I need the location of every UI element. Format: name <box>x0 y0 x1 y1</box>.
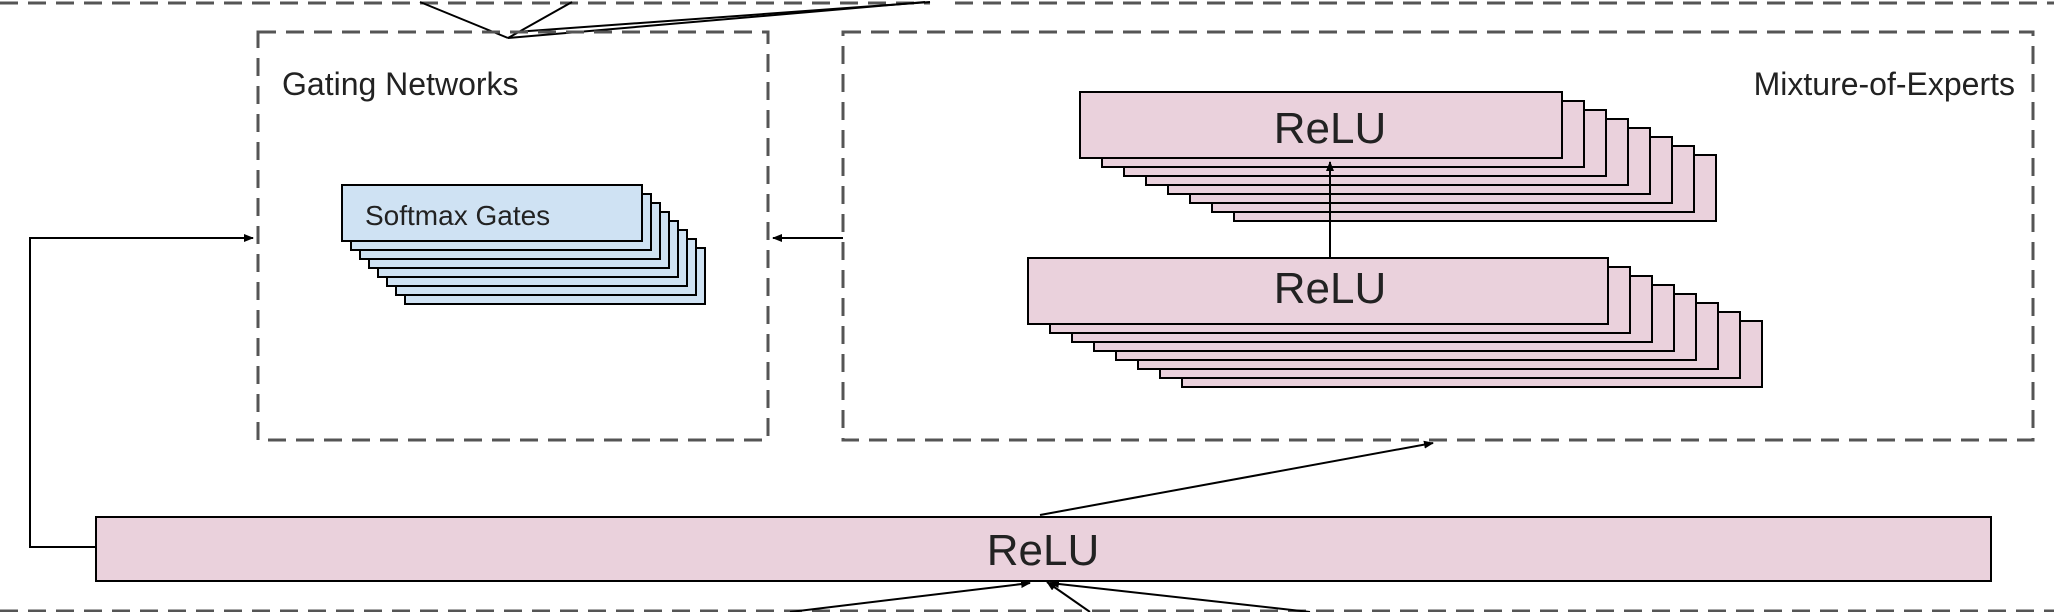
lower-experts-stack <box>1027 257 1763 388</box>
bottom-input-lines <box>789 580 1311 612</box>
gating-networks-title: Gating Networks <box>282 66 519 102</box>
lower-expert-label: ReLU <box>1274 264 1387 313</box>
softmax-gate-layer-1 <box>341 184 643 242</box>
relu-to-moe-arrow <box>1039 440 1434 516</box>
bottom-relu-label: ReLU <box>987 526 1100 575</box>
mixture-of-experts-title: Mixture-of-Experts <box>1754 66 2015 102</box>
upper-experts-stack <box>1079 91 1717 222</box>
bottom-relu-layer <box>95 516 1992 582</box>
softmax-gates-label: Softmax Gates <box>365 200 550 231</box>
upper-expert-label: ReLU <box>1274 104 1387 153</box>
lower-expert-layer-1 <box>1027 257 1609 325</box>
gating-networks-box <box>256 30 770 442</box>
mixture-of-experts-box <box>841 30 2035 442</box>
relu-to-gating-arrow <box>29 234 254 548</box>
upper-expert-layer-1 <box>1079 91 1563 159</box>
softmax-gates-stack <box>341 184 706 305</box>
